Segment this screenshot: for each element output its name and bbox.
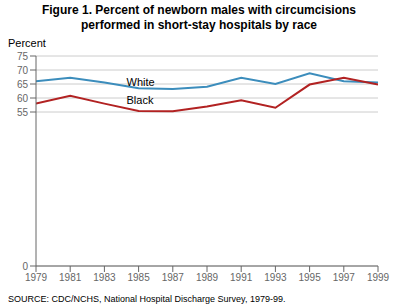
svg-text:1979: 1979	[25, 272, 48, 283]
html-text:Percent: Percent	[8, 37, 46, 49]
svg-text:55: 55	[17, 107, 29, 118]
svg-text:Black: Black	[127, 94, 154, 106]
svg-text:1989: 1989	[196, 272, 219, 283]
svg-text:1985: 1985	[127, 272, 150, 283]
svg-text:1981: 1981	[59, 272, 82, 283]
svg-text:70: 70	[17, 65, 29, 76]
html-text:performed in short-stay hospit: performed in short-stay hospitals by rac…	[81, 18, 317, 32]
svg-text:1987: 1987	[162, 272, 185, 283]
html-text:SOURCE: CDC/NCHS, National Hos: SOURCE: CDC/NCHS, National Hospital Disc…	[8, 294, 286, 304]
svg-text:65: 65	[17, 79, 29, 90]
svg-text:60: 60	[17, 93, 29, 104]
html-text:Figure 1. Percent of newborn m: Figure 1. Percent of newborn males with …	[42, 3, 356, 17]
svg-text:1993: 1993	[264, 272, 287, 283]
svg-text:1991: 1991	[230, 272, 253, 283]
svg-text:1999: 1999	[367, 272, 390, 283]
svg-text:1983: 1983	[93, 272, 116, 283]
svg-text:0: 0	[22, 261, 28, 272]
svg-text:White: White	[127, 76, 155, 88]
svg-text:1995: 1995	[298, 272, 321, 283]
svg-text:1997: 1997	[333, 272, 356, 283]
svg-text:75: 75	[17, 51, 29, 62]
